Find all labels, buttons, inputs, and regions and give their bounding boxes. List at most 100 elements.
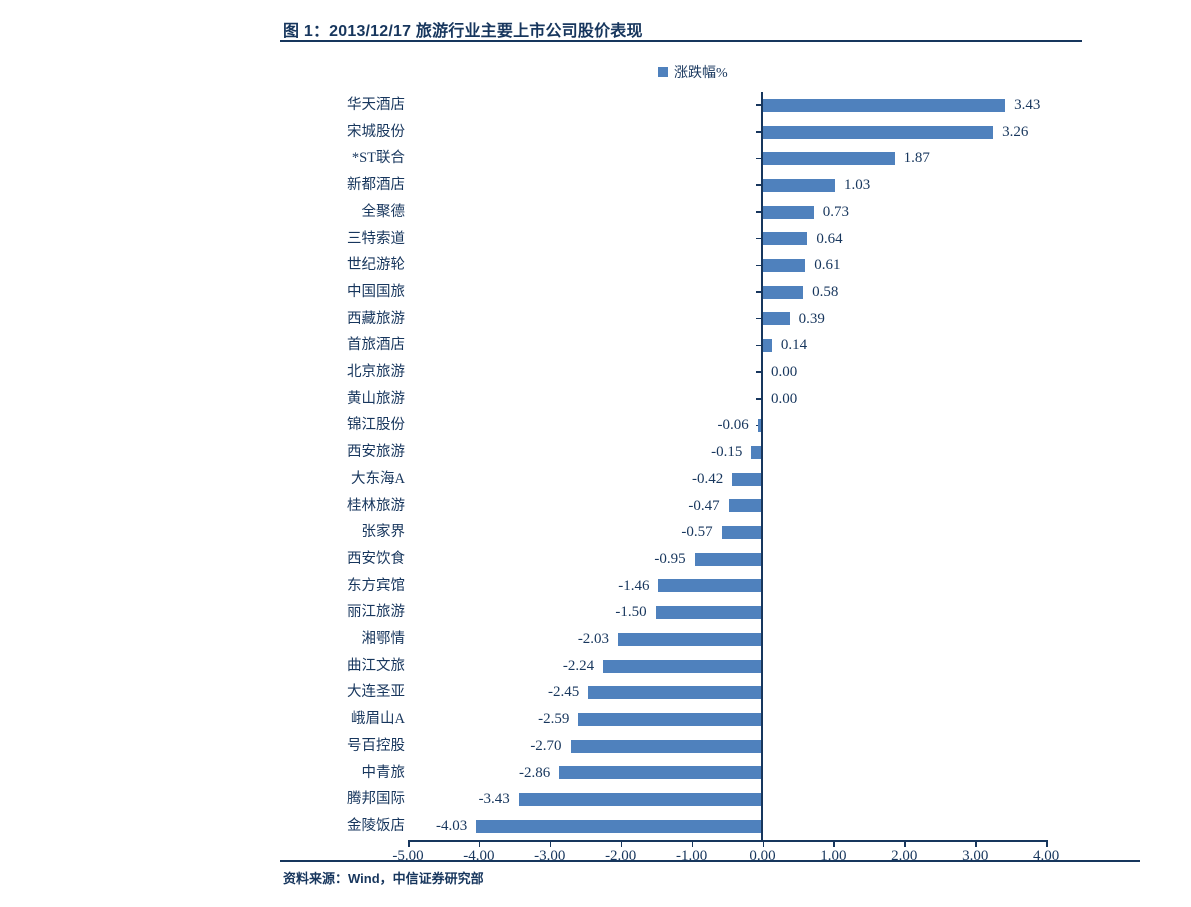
x-axis-tick xyxy=(691,840,694,847)
value-label: -2.70 xyxy=(530,737,562,754)
bar xyxy=(762,152,895,166)
bar xyxy=(618,632,762,646)
x-axis-label: -2.00 xyxy=(605,848,637,864)
value-label: -2.59 xyxy=(538,711,570,728)
value-label: 1.87 xyxy=(903,150,930,167)
value-label: -2.03 xyxy=(577,631,610,647)
bar xyxy=(757,419,762,433)
value-label: -0.15 xyxy=(711,444,743,461)
x-axis-tick xyxy=(478,840,481,847)
value-label: -2.45 xyxy=(548,684,580,701)
figure-title: 图 1：2013/12/17 旅游行业主要上市公司股价表现 xyxy=(283,23,643,40)
bar xyxy=(476,819,762,833)
category-label: 东方宾馆 xyxy=(347,577,405,594)
bar xyxy=(762,232,808,246)
value-label: -3.43 xyxy=(478,791,510,808)
x-axis-tick xyxy=(620,840,623,847)
value-label: 0.00 xyxy=(771,364,798,380)
title-underline xyxy=(280,40,1082,42)
category-label: 锦江股份 xyxy=(347,417,405,434)
category-label: 大连圣亚 xyxy=(347,684,405,701)
category-tick xyxy=(756,398,763,400)
category-label: 全聚德 xyxy=(361,203,406,220)
x-axis-label: -1.00 xyxy=(675,848,708,864)
x-axis-line xyxy=(408,840,1046,842)
bar xyxy=(655,606,762,620)
category-tick xyxy=(756,317,763,320)
value-label: -1.46 xyxy=(618,577,650,594)
category-label: 北京旅游 xyxy=(347,364,405,380)
bar xyxy=(732,472,762,486)
category-label: 首旅酒店 xyxy=(347,337,405,354)
bar xyxy=(762,178,836,192)
legend-label: 涨跌幅% xyxy=(674,66,728,81)
x-axis-label: 1.00 xyxy=(820,848,847,864)
x-axis-label: -5.00 xyxy=(392,848,424,864)
bar xyxy=(762,339,772,353)
value-label: -0.47 xyxy=(688,497,720,514)
bar xyxy=(762,312,790,326)
category-label: 华天酒店 xyxy=(347,97,405,113)
category-tick xyxy=(756,371,763,373)
bar xyxy=(578,712,762,726)
category-label: 中青旅 xyxy=(361,764,406,781)
category-label: 中国国旅 xyxy=(347,283,405,300)
bar xyxy=(570,739,762,753)
value-label: 0.14 xyxy=(780,337,808,354)
category-label: 曲江文旅 xyxy=(347,657,405,674)
value-label: 0.61 xyxy=(814,257,841,274)
value-label: 0.64 xyxy=(816,230,843,247)
category-label: 西安旅游 xyxy=(347,444,405,461)
value-label: -0.95 xyxy=(654,550,686,567)
x-axis-label: 3.00 xyxy=(962,848,989,864)
category-tick xyxy=(756,157,763,160)
bar xyxy=(603,659,762,673)
category-label: 峨眉山A xyxy=(351,711,405,728)
footer-rule xyxy=(280,860,1140,862)
bar xyxy=(762,125,994,139)
bar xyxy=(658,579,762,593)
bar xyxy=(762,285,804,299)
legend-swatch xyxy=(658,67,668,77)
x-axis-tick xyxy=(833,840,835,847)
category-tick xyxy=(756,344,763,347)
bar xyxy=(762,205,814,219)
chart-legend: 涨跌幅% xyxy=(658,62,728,82)
bar xyxy=(728,499,762,513)
bar xyxy=(721,526,762,540)
bar xyxy=(694,552,762,566)
bar xyxy=(518,793,762,807)
category-label: 西藏旅游 xyxy=(347,310,405,327)
source-note: 资料来源：Wind，中信证券研究部 xyxy=(283,871,484,886)
bar xyxy=(762,259,806,273)
x-axis-label: -3.00 xyxy=(534,848,566,864)
value-label: -2.86 xyxy=(518,764,551,781)
x-axis-tick xyxy=(1046,840,1048,847)
zero-axis-line xyxy=(761,92,763,840)
category-tick xyxy=(756,264,763,267)
category-label: 大东海A xyxy=(351,470,405,487)
x-axis-tick xyxy=(975,840,977,847)
category-label: 湘鄂情 xyxy=(361,631,406,647)
x-axis-tick xyxy=(408,840,410,847)
value-label: 0.39 xyxy=(798,310,825,327)
bar xyxy=(751,445,762,459)
x-axis-tick xyxy=(904,840,906,847)
value-label: 0.00 xyxy=(771,390,798,407)
category-label: 宋城股份 xyxy=(347,123,405,140)
value-label: -1.50 xyxy=(615,604,647,621)
category-tick xyxy=(756,184,763,186)
category-label: 丽江旅游 xyxy=(347,604,405,621)
category-label: 黄山旅游 xyxy=(347,390,405,407)
x-axis-tick xyxy=(762,840,764,847)
category-label: 西安饮食 xyxy=(347,550,405,567)
x-axis-tick xyxy=(549,840,552,847)
value-label: 3.43 xyxy=(1014,97,1041,113)
category-label: *ST联合 xyxy=(351,150,405,167)
category-tick xyxy=(756,291,763,293)
category-label: 金陵饭店 xyxy=(347,817,405,834)
bar xyxy=(588,686,762,700)
value-label: 0.73 xyxy=(822,203,849,220)
x-axis-label: -4.00 xyxy=(463,848,495,864)
